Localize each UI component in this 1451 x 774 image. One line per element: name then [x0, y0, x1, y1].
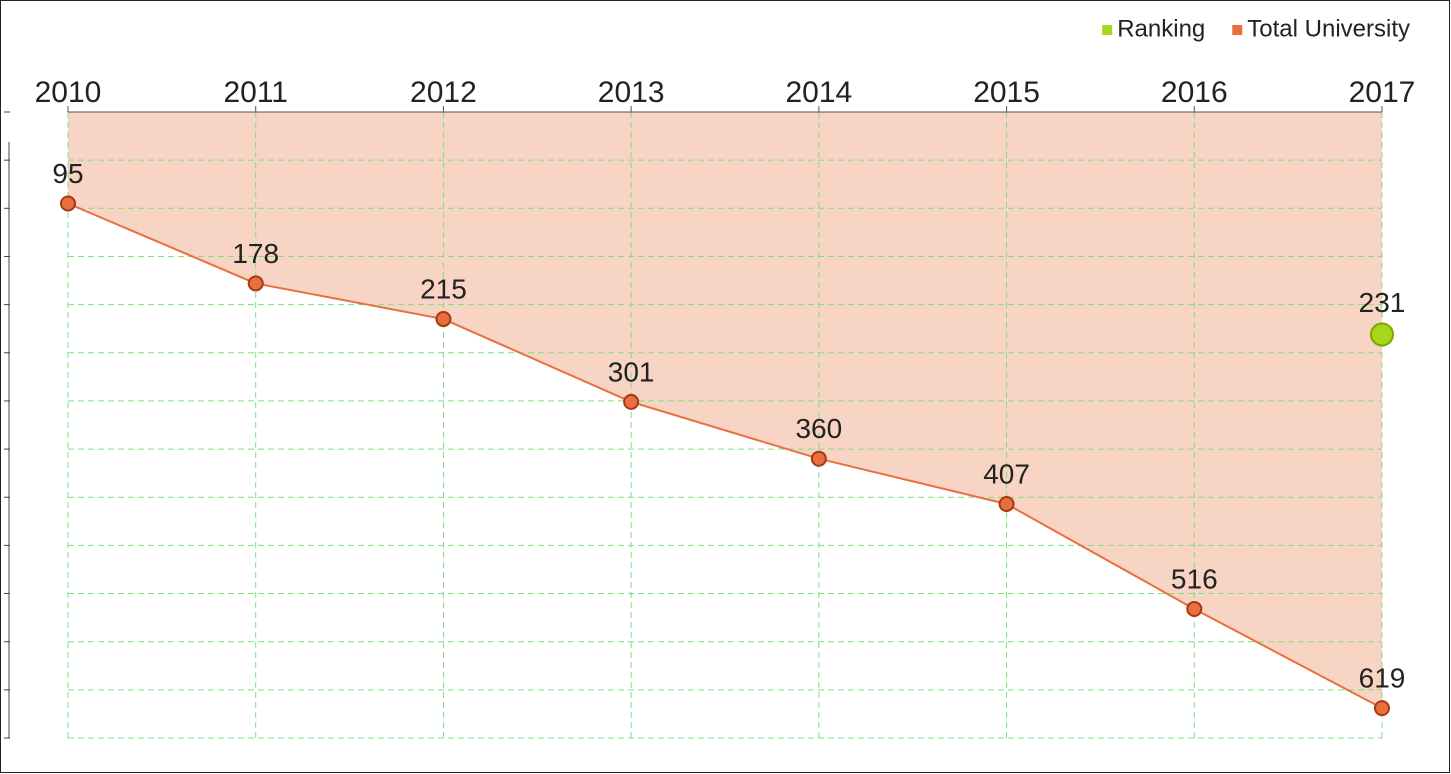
x-tick-label: 2010: [35, 76, 102, 109]
x-tick-label: 2016: [1161, 76, 1228, 109]
point: [60, 195, 76, 212]
point: [247, 275, 264, 292]
line: [67, 202, 1383, 710]
x-tick-label: 2011: [223, 76, 288, 109]
x-tick-label: 2014: [785, 76, 852, 109]
point: [1374, 700, 1390, 717]
legend-swatch: [1102, 25, 1113, 35]
data-label: 178: [232, 238, 279, 269]
point: [998, 495, 1015, 512]
x-tick-label: 2017: [1349, 76, 1416, 109]
point: [1186, 600, 1203, 617]
data-label: 95: [52, 158, 83, 189]
x-tick-label: 2013: [598, 76, 665, 109]
point: [810, 450, 827, 467]
x-tick-label: 2012: [410, 76, 477, 109]
legend-swatch: [1232, 25, 1243, 35]
data-label: 407: [983, 458, 1030, 489]
point: [435, 311, 452, 328]
legend-label: Total University: [1247, 15, 1410, 42]
data-label: 231: [1359, 287, 1406, 318]
legend-label: Ranking: [1117, 15, 1205, 42]
data-label: 301: [608, 356, 655, 387]
point: [1370, 322, 1394, 347]
data-label: 619: [1359, 663, 1406, 694]
data-label: 215: [420, 273, 467, 304]
x-tick-label: 2015: [973, 76, 1040, 109]
legend: Total University Ranking: [1102, 15, 1410, 42]
point: [623, 393, 640, 410]
data-label: 360: [795, 413, 842, 444]
data-label: 516: [1171, 563, 1218, 594]
area: [68, 112, 1382, 709]
